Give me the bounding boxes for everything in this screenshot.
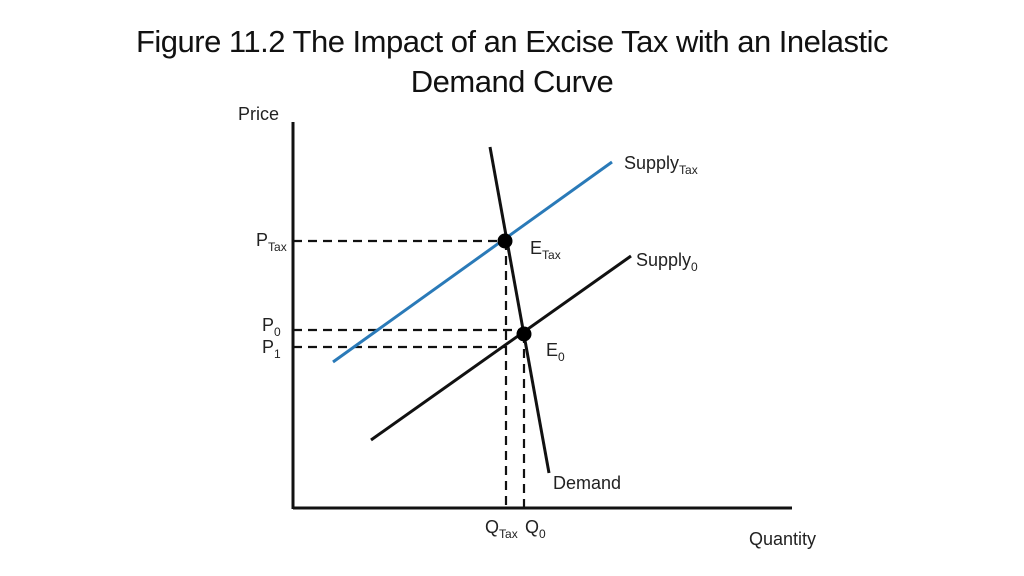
p-0-label: P0 xyxy=(262,315,281,339)
supply-0-label: Supply0 xyxy=(636,250,698,274)
demand-label: Demand xyxy=(553,473,621,493)
supply-0-curve xyxy=(370,254,632,442)
supply-tax-curve xyxy=(332,160,613,364)
e-tax-point xyxy=(497,233,513,249)
e-0-point xyxy=(516,326,532,342)
guide-lines xyxy=(293,239,526,508)
supply-tax-label: SupplyTax xyxy=(624,153,698,177)
q-0-label: Q0 xyxy=(525,517,546,541)
demand-curve xyxy=(488,146,551,474)
q-tax-label: QTax xyxy=(485,517,518,541)
p-tax-label: PTax xyxy=(256,230,287,254)
p-1-label: P1 xyxy=(262,337,281,361)
figure-title-line-2: Demand Curve xyxy=(410,64,614,99)
figure-title-line-1: Figure 11.2 The Impact of an Excise Tax … xyxy=(135,24,889,59)
y-axis-label: Price xyxy=(238,104,279,124)
e-tax-label: ETax xyxy=(530,238,561,262)
x-axis-label: Quantity xyxy=(749,529,816,549)
figure-title: Figure 11.2 The Impact of an Excise Tax … xyxy=(0,22,1024,102)
e-0-label: E0 xyxy=(546,340,565,364)
